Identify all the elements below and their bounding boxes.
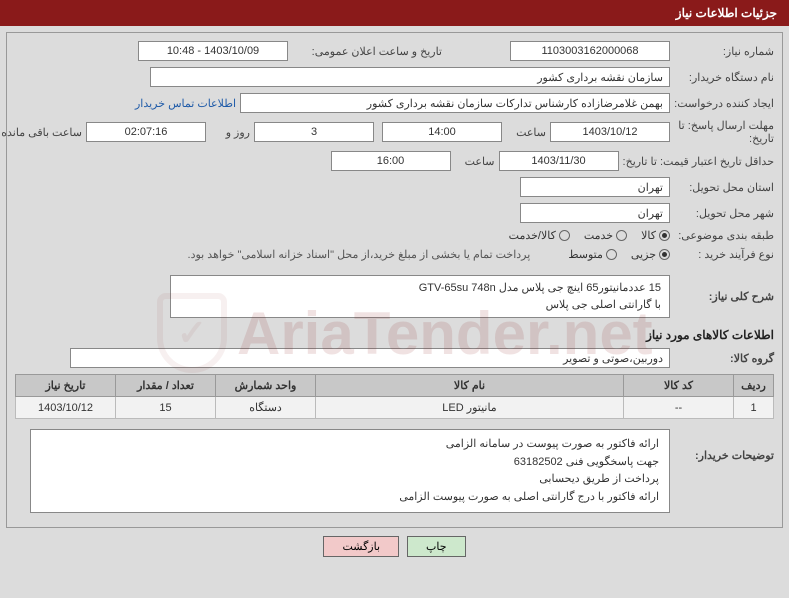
th-name: نام کالا <box>316 375 624 397</box>
table-row: 1 -- مانیتور LED دستگاه 15 1403/10/12 <box>16 397 774 419</box>
cell-date: 1403/10/12 <box>16 397 116 419</box>
buyer-org-label: نام دستگاه خریدار: <box>674 71 774 84</box>
announce-label: تاریخ و ساعت اعلان عمومی: <box>292 45 442 58</box>
radio-dot-icon <box>659 230 670 241</box>
radio-dot-icon <box>559 230 570 241</box>
need-no-label: شماره نیاز: <box>674 45 774 58</box>
days-remaining: 3 <box>254 122 374 142</box>
city-label: شهر محل تحویل: <box>674 207 774 220</box>
validity-time: 16:00 <box>331 151 451 171</box>
countdown: 02:07:16 <box>86 122 206 142</box>
days-and-label: روز و <box>210 126 250 139</box>
cell-code: -- <box>624 397 734 419</box>
radio-partial[interactable]: جزیی <box>631 248 670 261</box>
remain-label: ساعت باقی مانده <box>0 126 82 139</box>
th-date: تاریخ نیاز <box>16 375 116 397</box>
contact-buyer-link[interactable]: اطلاعات تماس خریدار <box>135 97 236 110</box>
th-row: ردیف <box>734 375 774 397</box>
radio-dot-icon <box>659 249 670 260</box>
radio-medium[interactable]: متوسط <box>568 248 617 261</box>
buyer-notes-box: ارائه فاکتور به صورت پیوست در سامانه الز… <box>30 429 670 513</box>
button-row: چاپ بازگشت <box>0 536 789 557</box>
need-desc-line2: با گارانتی اصلی جی پلاس <box>179 297 661 314</box>
page-title: جزئیات اطلاعات نیاز <box>676 6 777 20</box>
category-radio-group: کالا خدمت کالا/خدمت <box>509 229 670 242</box>
radio-kala[interactable]: کالا <box>641 229 670 242</box>
buyer-notes-l2: جهت پاسخگویی فنی 63182502 <box>41 454 659 472</box>
buyer-notes-l3: پرداخت از طریق دیحسابی <box>41 471 659 489</box>
cell-unit: دستگاه <box>216 397 316 419</box>
back-button[interactable]: بازگشت <box>323 536 399 557</box>
cell-row: 1 <box>734 397 774 419</box>
process-label: نوع فرآیند خرید : <box>674 248 774 261</box>
main-panel: AriaTender.net شماره نیاز: 1103003162000… <box>6 32 783 528</box>
buyer-org-value: سازمان نقشه برداری کشور <box>150 67 670 87</box>
print-button[interactable]: چاپ <box>407 536 466 557</box>
time-label-1: ساعت <box>506 126 546 139</box>
need-desc-line1: 15 عددمانیتور65 اینچ جی پلاس مدل GTV-65s… <box>179 280 661 297</box>
radio-dot-icon <box>606 249 617 260</box>
buyer-notes-l1: ارائه فاکتور به صورت پیوست در سامانه الز… <box>41 436 659 454</box>
th-unit: واحد شمارش <box>216 375 316 397</box>
requester-label: ایجاد کننده درخواست: <box>674 97 774 110</box>
buyer-notes-label: توضیحات خریدار: <box>674 429 774 462</box>
province-label: استان محل تحویل: <box>674 181 774 194</box>
announce-value: 1403/10/09 - 10:48 <box>138 41 288 61</box>
process-radio-group: جزیی متوسط <box>568 248 670 261</box>
cell-qty: 15 <box>116 397 216 419</box>
radio-dot-icon <box>616 230 627 241</box>
city-value: تهران <box>520 203 670 223</box>
category-label: طبقه بندی موضوعی: <box>674 229 774 242</box>
validity-date: 1403/11/30 <box>499 151 619 171</box>
th-qty: تعداد / مقدار <box>116 375 216 397</box>
deadline-date: 1403/10/12 <box>550 122 670 142</box>
requester-value: بهمن غلامرضازاده کارشناس تدارکات سازمان … <box>240 93 670 113</box>
need-desc-label: شرح کلی نیاز: <box>674 290 774 303</box>
need-no-value: 1103003162000068 <box>510 41 670 61</box>
cell-name: مانیتور LED <box>316 397 624 419</box>
th-code: کد کالا <box>624 375 734 397</box>
goods-group-label: گروه کالا: <box>674 352 774 365</box>
deadline-time: 14:00 <box>382 122 502 142</box>
province-value: تهران <box>520 177 670 197</box>
page-header: جزئیات اطلاعات نیاز <box>0 0 789 26</box>
goods-table: ردیف کد کالا نام کالا واحد شمارش تعداد /… <box>15 374 774 419</box>
table-header-row: ردیف کد کالا نام کالا واحد شمارش تعداد /… <box>16 375 774 397</box>
goods-group-value: دوربین،صوتی و تصویر <box>70 348 670 368</box>
deadline-label: مهلت ارسال پاسخ: تا تاریخ: <box>674 119 774 145</box>
goods-section-title: اطلاعات کالاهای مورد نیاز <box>15 328 774 342</box>
radio-both[interactable]: کالا/خدمت <box>509 229 570 242</box>
need-desc-box: 15 عددمانیتور65 اینچ جی پلاس مدل GTV-65s… <box>170 275 670 318</box>
validity-label: حداقل تاریخ اعتبار قیمت: تا تاریخ: <box>623 155 774 168</box>
process-note: پرداخت تمام یا بخشی از مبلغ خرید،از محل … <box>188 248 531 261</box>
time-label-2: ساعت <box>455 155 495 168</box>
buyer-notes-l4: ارائه فاکتور با درج گارانتی اصلی به صورت… <box>41 489 659 507</box>
radio-service[interactable]: خدمت <box>584 229 627 242</box>
